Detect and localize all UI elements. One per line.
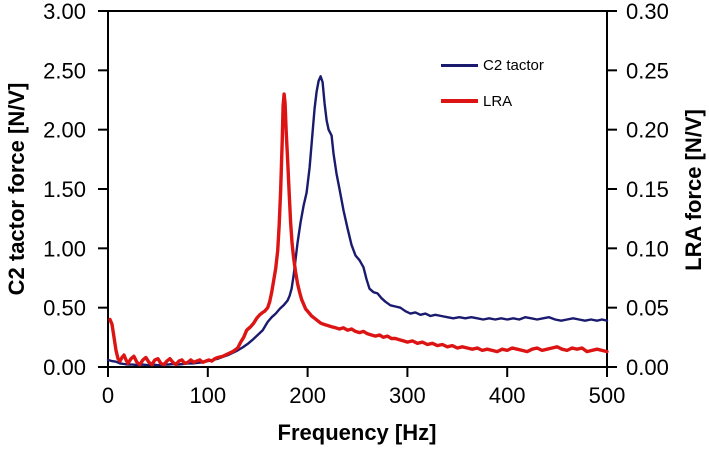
legend-label-c2-tactor: C2 tactor [483, 56, 544, 74]
y-left-tick-label: 1.50 [43, 177, 86, 202]
legend: C2 tactor LRA [441, 54, 544, 126]
y-axis-right-title: LRA force [N/V] [681, 109, 706, 271]
x-axis-title: Frequency [Hz] [278, 420, 437, 445]
series-line-lra [108, 92, 609, 367]
y-right-tick-label: 0.10 [626, 236, 669, 261]
plot-area: 0 100 200 300 400 5000.000.501.001.502.002.50… [43, 0, 669, 408]
y-left-tick-label: 3.00 [43, 0, 86, 24]
y-right-tick-label: 0.00 [626, 355, 669, 380]
plot-frame [107, 10, 608, 368]
y-right-tick-label: 0.15 [626, 177, 669, 202]
x-axis-tick-label: 500 [589, 383, 626, 408]
y-right-tick-label: 0.30 [626, 0, 669, 24]
legend-label-lra: LRA [483, 92, 513, 110]
y-left-tick-label: 2.00 [43, 118, 86, 143]
legend-item-lra: LRA [441, 90, 544, 112]
y-left-tick-label: 2.50 [43, 58, 86, 83]
legend-line-swatch-lra [441, 99, 478, 103]
x-axis-tick-label: 400 [489, 383, 526, 408]
x-axis-tick-label: 0 [102, 383, 114, 408]
y-left-tick-label: 0.00 [43, 355, 86, 380]
x-axis-tick-label: 300 [389, 383, 426, 408]
y-right-tick-label: 0.05 [626, 296, 669, 321]
legend-item-c2-tactor: C2 tactor [441, 54, 544, 76]
y-axis-left-title: C2 tactor force [N/V] [4, 83, 29, 296]
y-left-tick-label: 1.00 [43, 236, 86, 261]
y-right-tick-label: 0.20 [626, 118, 669, 143]
x-axis-tick-label: 200 [289, 383, 326, 408]
y-left-tick-label: 0.50 [43, 296, 86, 321]
x-axis-tick-label: 100 [189, 383, 226, 408]
legend-line-swatch-c2-tactor [441, 63, 478, 67]
y-right-tick-label: 0.25 [626, 58, 669, 83]
